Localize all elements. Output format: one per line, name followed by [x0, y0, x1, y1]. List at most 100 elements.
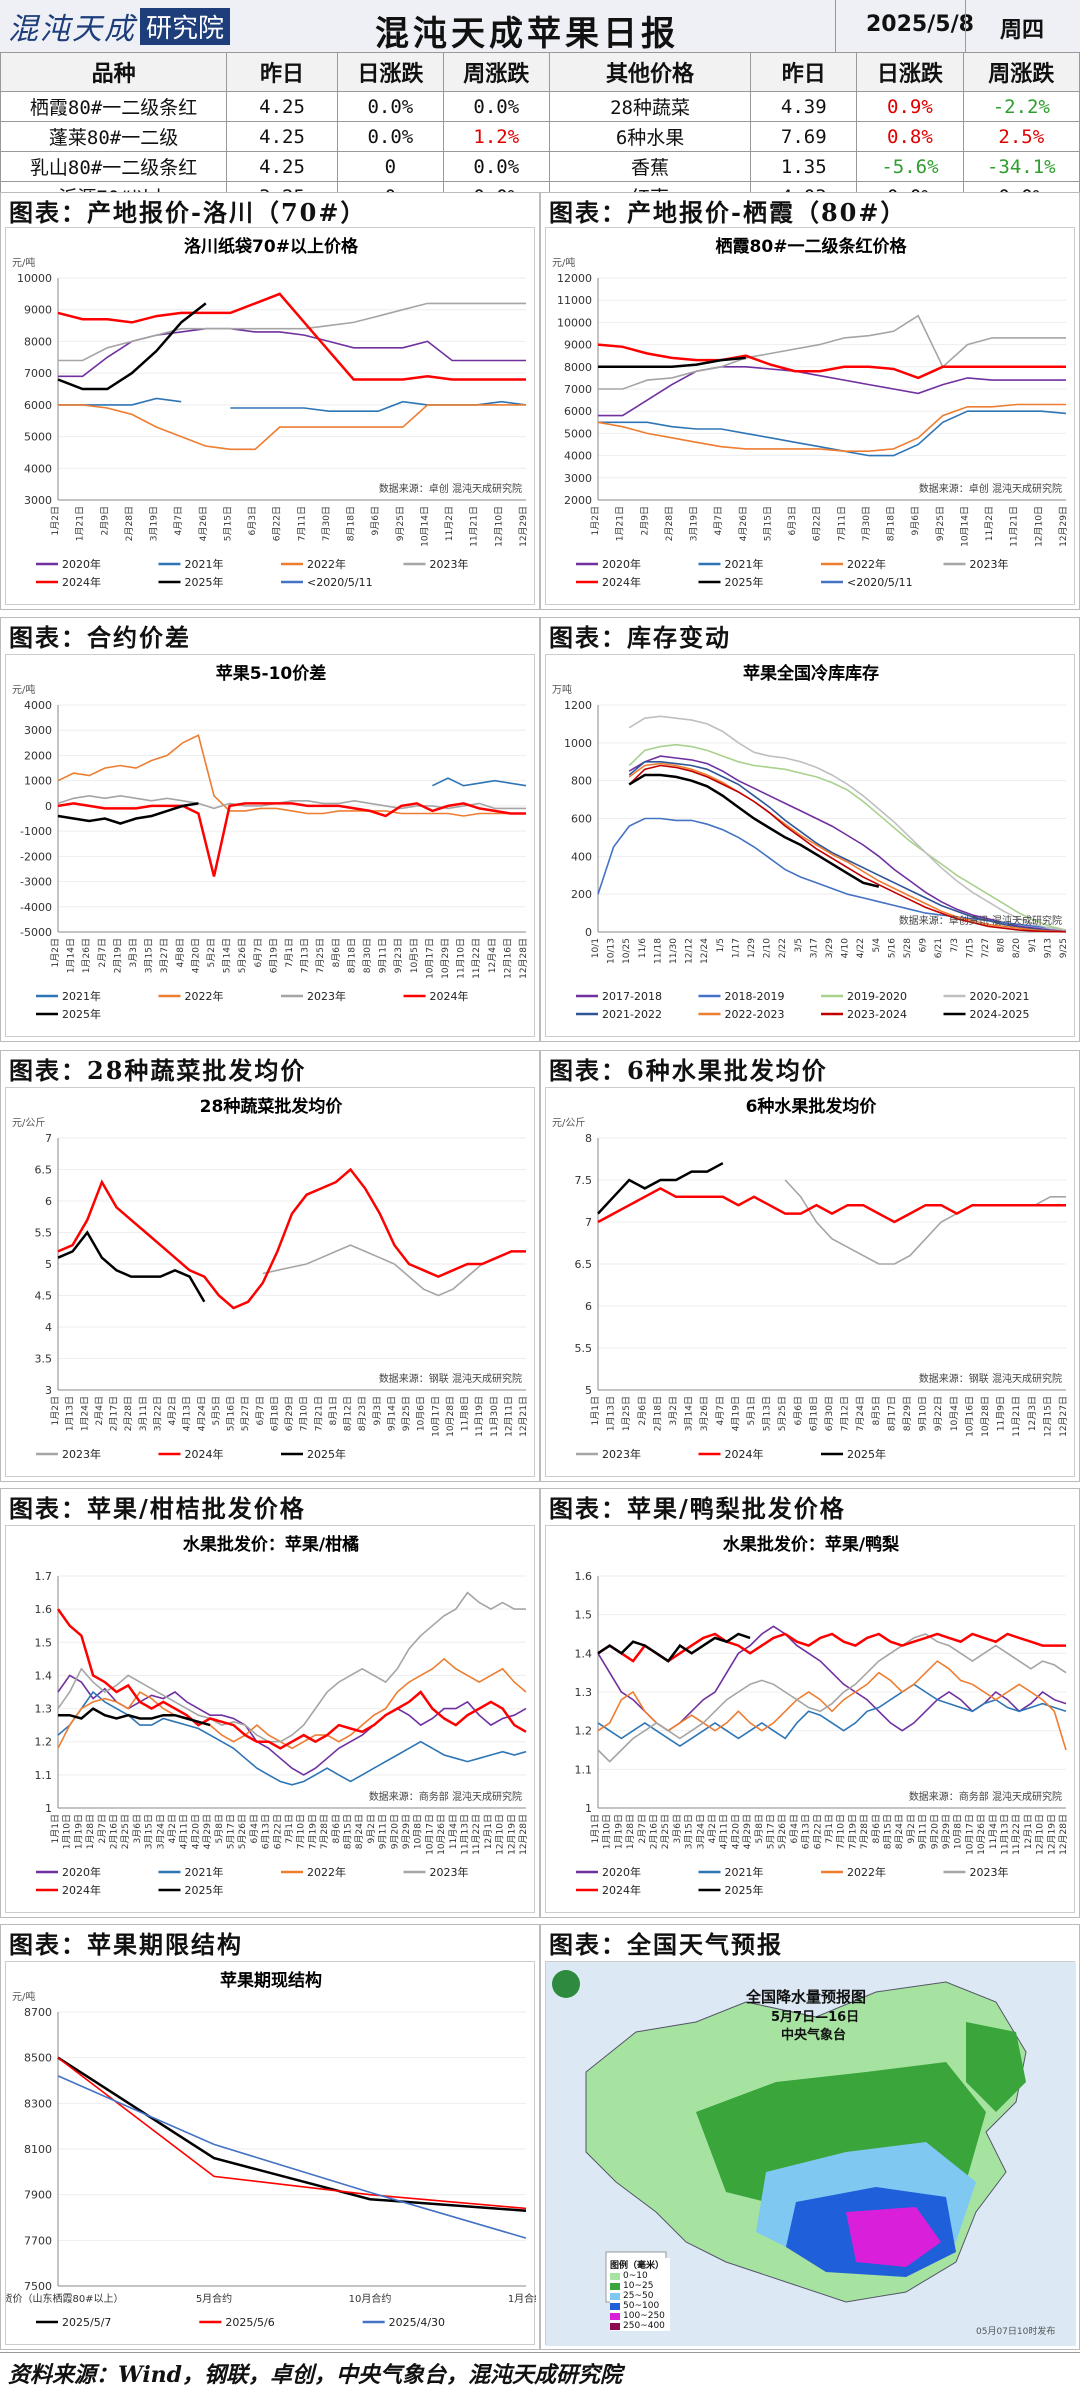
y-tick-label: 200 [571, 888, 592, 901]
legend-item: 25~50 [610, 2291, 670, 2301]
legend-label: 2021年 [185, 1865, 224, 1879]
x-tick-label: 8月24日 [894, 1814, 905, 1849]
legend-label: 2024年 [602, 1883, 641, 1897]
y-tick-label: 3.5 [35, 1353, 53, 1366]
legend-label: 2021年 [62, 989, 101, 1003]
report-header: 混沌天成 研究院 混沌天成苹果日报 2025/5/8 周四 [0, 0, 1080, 54]
cell-name: 6种水果 [548, 121, 752, 152]
x-tick-label: 1月24日 [79, 1396, 90, 1431]
chart-source: 数据来源：商务部 混沌天成研究院 [369, 1790, 522, 1803]
chart-title: 苹果5-10价差 [216, 663, 327, 684]
y-tick-label: 1.1 [35, 1769, 53, 1782]
x-tick-label: 6月22日 [272, 506, 283, 541]
cell-day-change: 0.8% [856, 121, 964, 152]
chart-apple-pear: 水果批发价：苹果/鸭梨 1 1.1 1.2 1.3 1.4 1.5 1.6 1月1日 1月10日 1… [545, 1525, 1075, 1913]
y-tick-label: 8 [585, 1132, 592, 1145]
legend-title: 图例（毫米） [610, 2261, 665, 2271]
column-header: 周涨跌 [962, 52, 1080, 92]
x-tick-label: 1月28日 [625, 1814, 636, 1849]
x-tick-label: 6月19日 [268, 938, 279, 973]
y-tick-label: 5000 [564, 427, 592, 440]
y-axis-unit: 元/公斤 [12, 1117, 45, 1129]
y-tick-label: 6000 [564, 405, 592, 418]
x-tick-label: 3月19日 [149, 506, 160, 541]
x-tick-label: 9月14日 [386, 1396, 397, 1431]
x-tick-label: 7月25日 [315, 938, 326, 973]
series-line [628, 761, 1067, 933]
x-tick-label: 4/10 [841, 938, 851, 958]
x-tick-label: 1月1日 [50, 1814, 61, 1843]
y-tick-label: 8700 [24, 2006, 52, 2019]
y-axis-unit: 元/公斤 [552, 1117, 585, 1129]
legend-label: 2024年 [602, 575, 641, 589]
series-line [598, 366, 1066, 417]
x-tick-label: 4月19日 [730, 1396, 741, 1431]
y-tick-label: -5000 [20, 926, 52, 939]
y-tick-label: 4000 [24, 462, 52, 475]
cell-name: 香蕉 [548, 151, 752, 182]
chart-title: 6种水果批发均价 [746, 1096, 878, 1117]
x-tick-label: 4月7日 [713, 506, 724, 535]
chart-luochuan: 洛川纸袋70#以上价格 元/吨 3000 4000 5000 6000 7000 8000 90… [5, 227, 535, 605]
x-tick-label: 5月25日 [777, 1396, 788, 1431]
legend-label: 2022-2023 [725, 1008, 785, 1021]
legend-label: 2019-2020 [847, 990, 907, 1003]
x-tick-label: 8月18日 [346, 506, 357, 541]
x-tick-label: 3月24日 [695, 1814, 706, 1849]
legend-label: 2025年 [62, 1007, 101, 1021]
x-tick-label: 现货价（山东栖霞80#以上） [6, 2292, 124, 2305]
series-line [598, 314, 1066, 390]
table-row: 栖霞80#一二级条红 4.25 0.0% 0.0% 28种蔬菜 4.39 0.9% -2.2% [0, 91, 1080, 122]
series-line [57, 2056, 527, 2212]
x-tick-label: 10/13 [607, 938, 617, 964]
panel-inventory: 图表：库存变动 苹果全国冷库库存 万吨 0 200 400 600 800 1000 1200 1… [540, 617, 1080, 1042]
series-line [598, 356, 746, 369]
x-tick-label: 6月22日 [812, 506, 823, 541]
x-tick-label: 10月14日 [419, 506, 430, 547]
x-tick-label: 11月10日 [456, 938, 467, 979]
column-header: 周涨跌 [442, 52, 550, 92]
table-row: 蓬莱80#一二级 4.25 0.0% 1.2% 6种水果 7.69 0.8% 2.5% [0, 121, 1080, 152]
legend-label: 2025年 [307, 1447, 346, 1461]
y-tick-label: 4.5 [35, 1290, 53, 1303]
x-tick-label: 12月29日 [518, 506, 529, 547]
x-tick-label: 3月27日 [159, 938, 170, 973]
x-tick-label: 4月20日 [730, 1814, 741, 1849]
legend-label: 100~250 [623, 2311, 665, 2321]
x-tick-label: 8月18日 [346, 938, 357, 973]
y-tick-label: 6000 [24, 399, 52, 412]
x-tick-label: 5月15日 [222, 506, 233, 541]
x-tick-label: 4月11日 [179, 1814, 190, 1849]
x-tick-label: 7月1日 [284, 938, 295, 967]
series-line [628, 773, 880, 888]
x-tick-label: 6月29日 [284, 1396, 295, 1431]
y-tick-label: 5 [45, 1258, 52, 1271]
series-line [57, 292, 526, 381]
legend-label: 2022年 [307, 1865, 346, 1879]
x-tick-label: 1月合约 [508, 2292, 536, 2305]
footer-text: 资料来源：Wind，钢联，卓创，中央气象台，混沌天成研究院 [8, 2362, 623, 2388]
y-tick-label: -3000 [20, 876, 52, 889]
chart-source: 数据来源：卓创 混沌天成研究院 [919, 482, 1062, 495]
legend-label: 2022年 [847, 1865, 886, 1879]
x-tick-label: 9月3日 [372, 1396, 383, 1425]
y-axis-unit: 元/吨 [552, 256, 575, 269]
x-tick-label: 7月13日 [300, 938, 311, 973]
price-table: 品种 昨日 日涨跌 周涨跌 其他价格 昨日 日涨跌 周涨跌 栖霞80#一二级条红 4.25 0.0… [0, 52, 1080, 212]
x-tick-label: 5月27日 [240, 1396, 251, 1431]
weather-stamp: 05月07日10时发布 [976, 2327, 1056, 2337]
y-tick-label: 6 [45, 1195, 52, 1208]
chart-title: 28种蔬菜批发均价 [200, 1096, 344, 1117]
x-tick-label: 3月6日 [672, 1814, 683, 1843]
legend-label: 2025/4/30 [389, 2316, 445, 2329]
series-line [597, 403, 1066, 452]
series-line [57, 802, 199, 825]
series-line [58, 302, 526, 362]
y-tick-label: 8100 [24, 2143, 52, 2156]
y-tick-label: 7700 [24, 2234, 52, 2247]
x-tick-label: 4/22 [856, 938, 866, 958]
x-tick-label: 6月22日 [812, 1814, 823, 1849]
x-tick-label: 9月20日 [929, 1814, 940, 1849]
x-tick-label: 12月10日 [493, 506, 504, 547]
x-tick-label: 5月5日 [211, 1396, 222, 1425]
